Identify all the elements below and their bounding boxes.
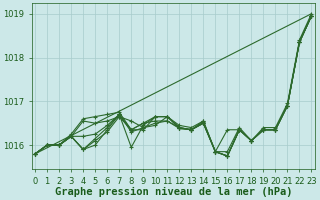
X-axis label: Graphe pression niveau de la mer (hPa): Graphe pression niveau de la mer (hPa) — [54, 187, 292, 197]
